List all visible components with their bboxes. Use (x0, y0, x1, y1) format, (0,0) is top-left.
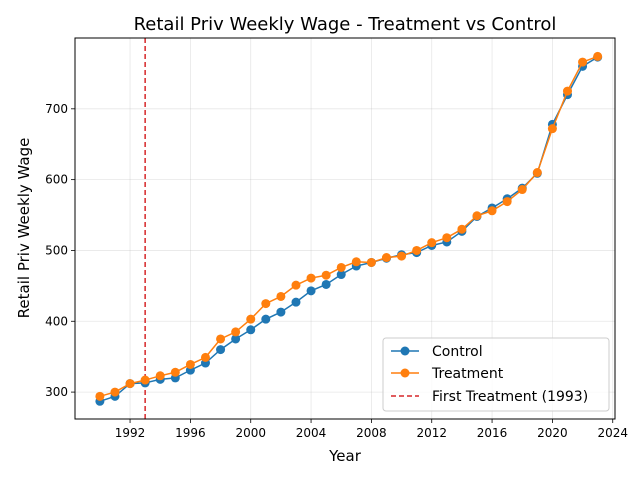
y-tick-label: 600 (45, 173, 68, 187)
data-point-control (246, 325, 256, 335)
data-point-treatment (351, 257, 361, 267)
chart-title: Retail Priv Weekly Wage - Treatment vs C… (134, 14, 557, 35)
x-tick-label: 1996 (175, 426, 206, 440)
data-point-treatment (427, 238, 437, 248)
data-point-control (231, 334, 241, 344)
data-point-treatment (110, 387, 120, 397)
series-line-treatment (99, 55, 598, 398)
data-point-control (321, 279, 331, 289)
plot-frame (74, 37, 616, 420)
legend-label-treatment: Treatment (431, 366, 504, 382)
data-point-treatment (517, 185, 527, 195)
data-point-treatment (578, 57, 588, 67)
y-tick-label: 700 (45, 102, 68, 116)
data-point-treatment (170, 367, 180, 377)
data-point-treatment (397, 251, 407, 261)
data-point-treatment (487, 206, 497, 216)
legend-marker-treatment (400, 368, 410, 378)
data-point-treatment (185, 359, 195, 369)
data-point-treatment (200, 352, 210, 362)
legend-entry-first-treatment: First Treatment (1993) (391, 389, 588, 405)
legend-label-first-treatment: First Treatment (1993) (432, 389, 588, 405)
x-tick-label: 2012 (416, 426, 447, 440)
x-tick-label: 2000 (235, 426, 266, 440)
data-point-treatment (321, 270, 331, 280)
data-point-treatment (95, 391, 105, 401)
data-point-control (276, 307, 286, 317)
data-point-treatment (562, 86, 572, 96)
data-point-treatment (261, 299, 271, 309)
legend-marker-control (400, 346, 410, 356)
data-point-treatment (140, 375, 150, 385)
series-layer (95, 51, 603, 406)
data-point-treatment (306, 273, 316, 283)
data-point-treatment (532, 168, 542, 178)
data-point-treatment (216, 334, 226, 344)
data-point-treatment (336, 262, 346, 272)
legend-box (382, 337, 610, 412)
y-ticks: 300 400 500 600 700 (45, 102, 75, 399)
x-tick-label: 2016 (477, 426, 508, 440)
data-point-control (291, 297, 301, 307)
legend-entry-treatment: Treatment (391, 366, 504, 382)
data-point-control (216, 345, 226, 355)
legend-entry-control: Control (391, 344, 483, 360)
data-point-control (261, 314, 271, 324)
y-tick-label: 300 (45, 385, 68, 399)
y-axis-label: Retail Priv Weekly Wage (15, 138, 33, 319)
x-tick-label: 1992 (115, 426, 146, 440)
data-point-treatment (231, 327, 241, 337)
x-ticks: 1992 1996 2000 2004 2008 2012 2016 2020 2024 (115, 419, 628, 440)
data-point-treatment (246, 314, 256, 324)
legend: Control Treatment First Treatment (1993) (382, 337, 610, 412)
data-point-treatment (442, 233, 452, 243)
data-point-treatment (457, 224, 467, 234)
data-point-treatment (412, 245, 422, 255)
data-point-treatment (366, 257, 376, 267)
y-tick-label: 400 (45, 314, 68, 328)
data-point-control (336, 270, 346, 280)
data-point-treatment (125, 379, 135, 389)
data-point-treatment (155, 371, 165, 381)
series-line-control (99, 56, 599, 403)
data-point-control (306, 286, 316, 296)
data-point-treatment (472, 211, 482, 221)
data-point-treatment (291, 280, 301, 290)
x-tick-label: 2008 (356, 426, 387, 440)
y-tick-label: 500 (45, 243, 68, 257)
series-treatment (95, 51, 603, 401)
x-tick-label: 2004 (296, 426, 327, 440)
legend-label-control: Control (432, 344, 483, 360)
data-point-treatment (276, 291, 286, 301)
data-point-treatment (547, 124, 557, 134)
data-point-treatment (502, 197, 512, 207)
data-point-treatment (593, 51, 603, 61)
x-tick-label: 2020 (537, 426, 568, 440)
x-axis-label: Year (328, 447, 362, 465)
data-point-treatment (381, 253, 391, 263)
x-tick-label: 2024 (597, 426, 628, 440)
